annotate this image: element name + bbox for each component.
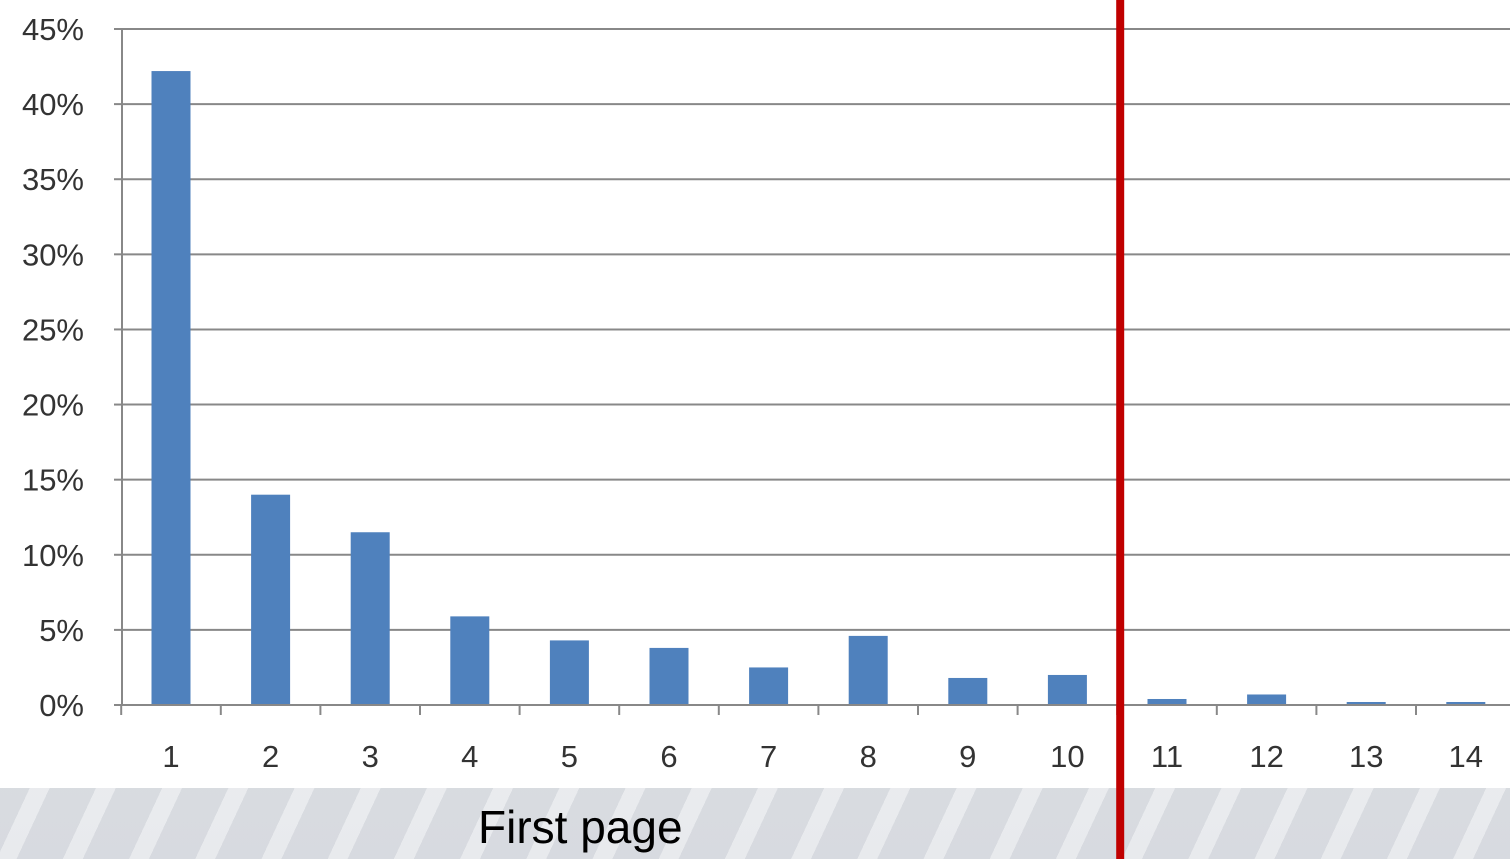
bars <box>151 71 1486 705</box>
y-tick-label: 45% <box>22 12 84 47</box>
bar-13 <box>1346 701 1386 705</box>
bar-4 <box>450 616 490 705</box>
bar-2 <box>251 494 291 705</box>
x-tick-label: 2 <box>262 739 279 774</box>
x-tick-label: 5 <box>561 739 578 774</box>
x-tick-label: 3 <box>362 739 379 774</box>
x-axis-tick-labels: 1 2 3 4 5 6 7 8 9 10 11 12 13 14 <box>162 739 1483 774</box>
bar-6 <box>649 647 689 705</box>
y-tick-label: 5% <box>39 613 84 648</box>
bar-1 <box>151 71 191 705</box>
x-tick-label: 13 <box>1349 739 1383 774</box>
x-tick-label: 14 <box>1449 739 1483 774</box>
x-tick-label: 8 <box>860 739 877 774</box>
x-tick-label: 11 <box>1151 739 1183 774</box>
y-tick-label: 0% <box>39 688 84 723</box>
bar-7 <box>749 667 789 705</box>
bar-12 <box>1247 694 1287 705</box>
x-tick-label: 4 <box>461 739 478 774</box>
x-tick-label: 10 <box>1050 739 1084 774</box>
bar-14 <box>1446 701 1486 705</box>
y-tick-label: 15% <box>22 463 84 498</box>
y-tick-label: 30% <box>22 237 84 272</box>
x-tick-label: 6 <box>660 739 677 774</box>
first-page-label: First page <box>478 801 683 853</box>
x-tick-label: 1 <box>162 739 179 774</box>
y-tick-label: 40% <box>22 87 84 122</box>
bar-3 <box>350 532 390 705</box>
x-tick-label: 9 <box>959 739 976 774</box>
bar-10 <box>1047 674 1087 705</box>
y-tick-label: 20% <box>22 388 84 423</box>
bar-11 <box>1147 698 1187 705</box>
bar-9 <box>948 677 988 705</box>
axes <box>114 28 1510 715</box>
y-tick-label: 35% <box>22 162 84 197</box>
gridlines <box>122 28 1510 631</box>
x-tick-label: 12 <box>1249 739 1283 774</box>
x-tick-label: 7 <box>760 739 777 774</box>
y-tick-label: 25% <box>22 312 84 347</box>
bar-8 <box>848 635 888 705</box>
y-tick-label: 10% <box>22 538 84 573</box>
y-axis-tick-labels: 0% 5% 10% 15% 20% 25% 30% 35% 40% 45% <box>22 12 84 723</box>
bar-5 <box>549 640 589 705</box>
